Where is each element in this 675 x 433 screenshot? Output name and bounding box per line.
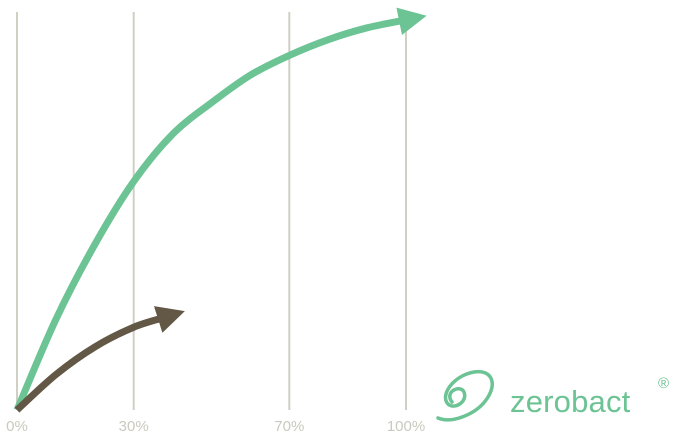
brand-name: zerobact: [510, 384, 631, 419]
x-tick-label: 30%: [119, 418, 149, 433]
x-tick-labels: 0% 30% 70% 100%: [6, 418, 425, 433]
x-tick-label: 0%: [6, 418, 28, 433]
series-line-0: [13, 7, 427, 412]
gridlines: [16, 12, 407, 410]
series-line-1: [14, 306, 185, 413]
swirl-icon: [436, 369, 494, 422]
series-lines: [13, 7, 427, 413]
x-tick-label: 100%: [387, 418, 425, 433]
x-tick-label: 70%: [274, 418, 304, 433]
zerobact-logo: zerobact ®: [430, 362, 670, 428]
registered-mark: ®: [658, 375, 670, 392]
